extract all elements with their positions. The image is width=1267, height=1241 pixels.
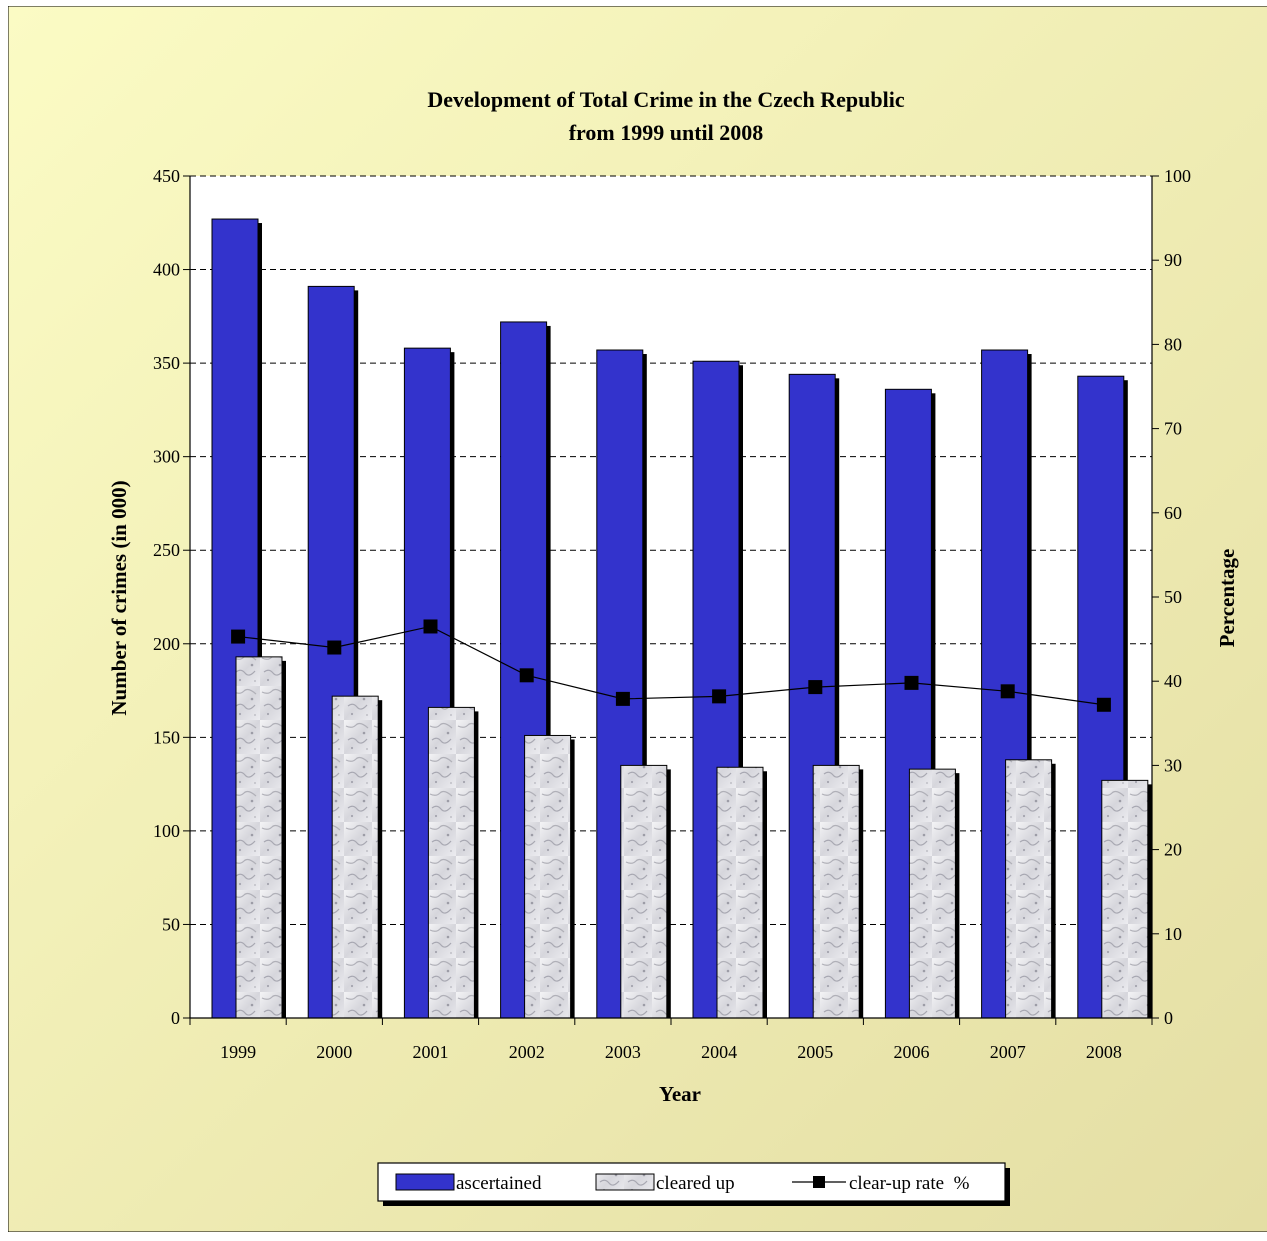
bar-cleared-up-2000 (331, 695, 379, 1019)
axes (183, 175, 1159, 1025)
y2-tick-label: 50 (1164, 587, 1182, 607)
point-clear-up-rate-2003 (615, 691, 630, 706)
y2-tick-label: 0 (1164, 1008, 1173, 1028)
x-tick-label-1999: 1999 (220, 1042, 256, 1062)
legend-box (377, 1162, 1006, 1202)
x-tick-label-2008: 2008 (1086, 1042, 1122, 1062)
chart-subtitle: from 1999 until 2008 (569, 120, 764, 145)
y2-tick-label: 40 (1164, 671, 1182, 691)
chart-title: Development of Total Crime in the Czech … (427, 87, 904, 112)
point-clear-up-rate-2002 (519, 668, 534, 683)
point-clear-up-rate-1999 (231, 629, 246, 644)
y2-tick-label: 100 (1164, 166, 1191, 186)
legend-swatch-ascertained (395, 1173, 455, 1191)
legend-label-cleared-up: cleared up (656, 1173, 735, 1194)
x-tick-label-2005: 2005 (797, 1042, 833, 1062)
y-axis-title: Number of crimes (in 000) (107, 480, 131, 715)
point-clear-up-rate-2000 (327, 640, 342, 655)
x-tick-label-2002: 2002 (509, 1042, 545, 1062)
legend-label-clear-up-rate: clear-up rate % (849, 1173, 970, 1194)
point-clear-up-rate-2001 (423, 619, 438, 634)
x-tick-label-2004: 2004 (701, 1042, 737, 1062)
line-clear-up-rate (238, 625, 1104, 706)
y2-tick-label: 30 (1164, 755, 1182, 775)
bar-cleared-up-2007 (1005, 759, 1053, 1019)
y2-tick-label: 20 (1164, 840, 1182, 860)
legend: ascertained cleared up clear-up rate % (377, 1162, 1010, 1206)
y2-tick-label: 70 (1164, 419, 1182, 439)
point-clear-up-rate-2004 (712, 689, 727, 704)
x-axis-title: Year (659, 1082, 701, 1106)
x-tick-label-2006: 2006 (894, 1042, 930, 1062)
clear-up-rate-line (231, 619, 1111, 712)
y-tick-label: 200 (153, 634, 180, 654)
bar-cleared-up-2001 (427, 706, 475, 1019)
bar-cleared-up-2002 (524, 734, 572, 1019)
chart: Development of Total Crime in the Czech … (8, 6, 1267, 1232)
tick-labels: 0 50 100 150 200 250 300 350 400 450 0 10 20 30 40 50 60… (153, 166, 1191, 1062)
y2-tick-label: 10 (1164, 924, 1182, 944)
y-tick-label: 150 (153, 727, 180, 747)
y-tick-label: 350 (153, 353, 180, 373)
y-tick-label: 300 (153, 447, 180, 467)
point-clear-up-rate-2008 (1096, 697, 1111, 712)
x-tick-label-2000: 2000 (316, 1042, 352, 1062)
y-tick-label: 400 (153, 260, 180, 280)
x-tick-label-2001: 2001 (413, 1042, 449, 1062)
bar-cleared-up-1999 (235, 656, 283, 1019)
y2-tick-label: 60 (1164, 503, 1182, 523)
bar-cleared-up-2004 (716, 766, 764, 1019)
legend-swatch-cleared-up (595, 1173, 655, 1191)
y-tick-label: 50 (162, 914, 180, 934)
point-clear-up-rate-2007 (1000, 684, 1015, 699)
y2-tick-label: 90 (1164, 250, 1182, 270)
y2-tick-label: 80 (1164, 334, 1182, 354)
point-clear-up-rate-2006 (904, 675, 919, 690)
bar-cleared-up-2003 (620, 764, 668, 1019)
legend-marker-clear-up-rate (813, 1176, 825, 1188)
x-tick-label-2003: 2003 (605, 1042, 641, 1062)
y-tick-label: 100 (153, 821, 180, 841)
x-tick-label-2007: 2007 (990, 1042, 1026, 1062)
bar-cleared-up-2006 (908, 768, 956, 1019)
point-clear-up-rate-2005 (808, 680, 823, 695)
bar-cleared-up-2005 (812, 764, 860, 1019)
legend-label-ascertained: ascertained (456, 1173, 542, 1194)
bar-cleared-up-2008 (1101, 779, 1149, 1019)
y2-axis-title: Percentage (1215, 549, 1239, 648)
y-tick-label: 0 (171, 1008, 180, 1028)
chart-frame: Development of Total Crime in the Czech … (8, 6, 1267, 1232)
y-tick-label: 250 (153, 540, 180, 560)
y-tick-label: 450 (153, 166, 180, 186)
